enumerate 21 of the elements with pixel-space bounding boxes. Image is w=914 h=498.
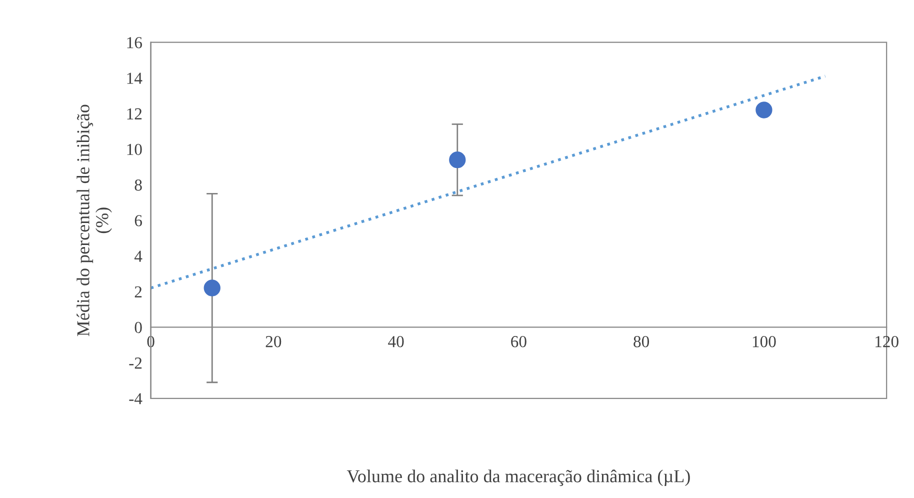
y-tick-label: 10 [127,144,142,156]
x-tick-label: 80 [634,336,650,348]
x-tick-label: 40 [388,336,404,348]
y-tick-label: 4 [134,250,142,262]
y-axis-title: Média do percentual de inibição (%) [76,104,112,336]
x-axis-title: Volume do analito da maceração dinâmica (µL) [346,470,690,486]
y-tick-label: 8 [134,179,142,191]
x-tick-label: 60 [511,336,526,348]
y-tick-label: 14 [127,72,142,84]
point [756,102,772,118]
y-tick-label: 12 [127,108,142,120]
x-tick-label: 20 [266,336,282,348]
x-tick-label: 100 [752,336,776,348]
point [204,280,220,296]
y-tick-label: 0 [134,322,142,334]
y-tick-label: -2 [129,358,142,369]
y-tick-label: -4 [129,393,142,404]
y-tick-label: 6 [134,215,142,226]
y-tick-label: 2 [134,286,142,298]
y-tick-label: 16 [127,37,142,48]
point [449,152,466,168]
